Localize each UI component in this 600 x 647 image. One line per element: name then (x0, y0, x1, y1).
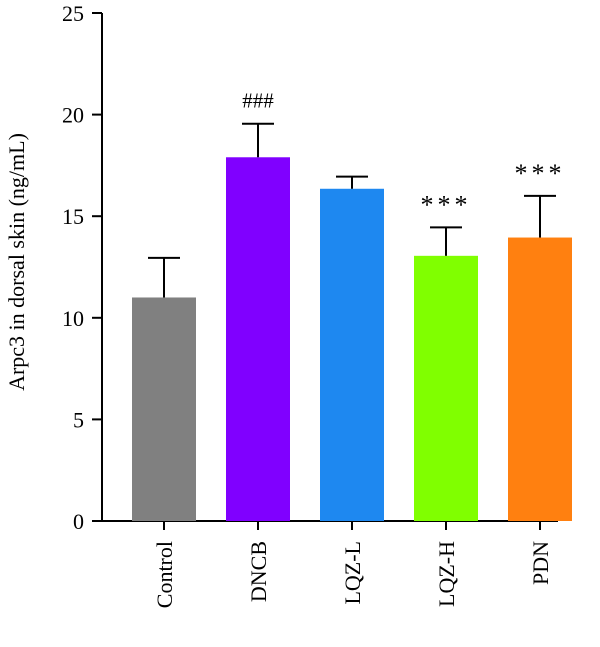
significance-annotations: ### *** *** (242, 89, 566, 220)
bar-control (132, 297, 196, 521)
x-tick-label-lqz-l: LQZ-L (340, 541, 365, 605)
y-tick-label: 10 (62, 306, 84, 331)
y-tick-label: 0 (73, 509, 84, 534)
significance-label: ### (242, 89, 274, 113)
bar-lqz-h (414, 255, 478, 521)
x-tick-label-lqz-h: LQZ-H (434, 541, 459, 607)
y-axis-title: Arpc3 in dorsal skin (ng/mL) (4, 133, 29, 391)
x-tick-labels: Control DNCB LQZ-L LQZ-H PDN (152, 541, 553, 608)
y-tick-label: 25 (62, 1, 84, 26)
bar-pdn (508, 237, 572, 521)
bars (132, 157, 572, 521)
x-tick-label-pdn: PDN (528, 541, 553, 585)
y-tick-label: 15 (62, 204, 84, 229)
y-tick-label: 20 (62, 103, 84, 128)
x-tick-label-dncb: DNCB (246, 541, 271, 602)
significance-label: *** (421, 190, 472, 219)
significance-label: *** (515, 159, 566, 188)
y-tick-label: 5 (73, 407, 84, 432)
bar-lqz-l (320, 188, 384, 521)
error-bars (148, 122, 556, 298)
x-tick-label-control: Control (152, 541, 177, 608)
bar-dncb (226, 157, 290, 521)
